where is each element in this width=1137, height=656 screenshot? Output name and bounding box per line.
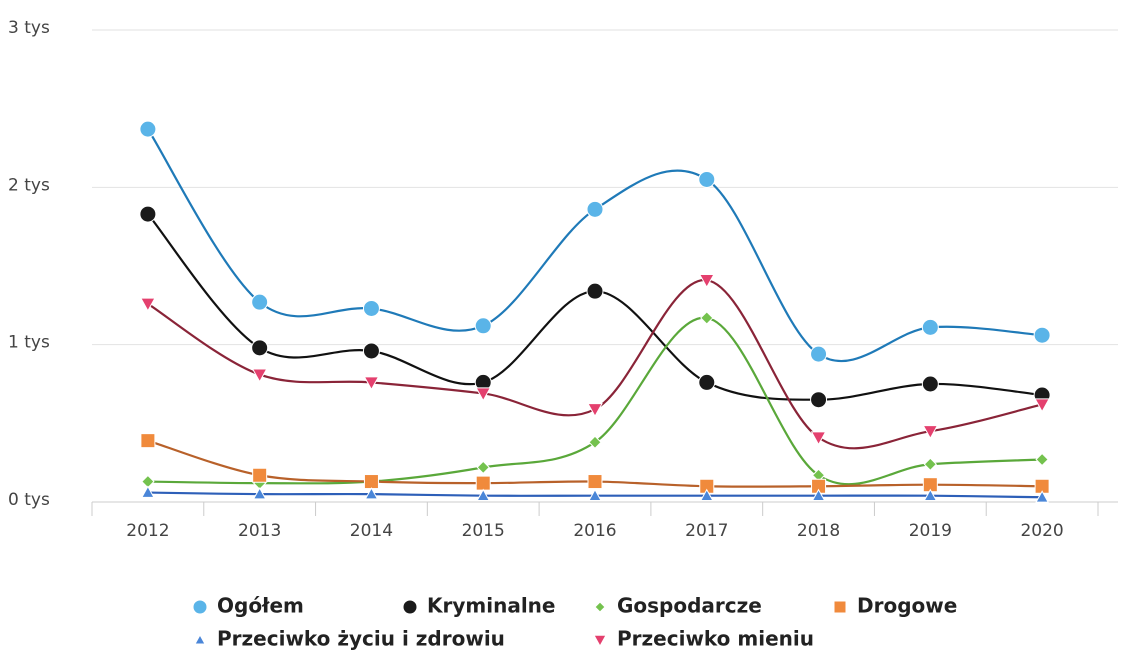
data-point <box>698 373 716 391</box>
data-point <box>363 376 380 391</box>
data-point <box>698 170 716 188</box>
series-line <box>146 128 1043 363</box>
x-tick-label: 2014 <box>350 521 393 541</box>
legend-marker <box>833 600 847 614</box>
legend-label: Przeciwko życiu i zdrowiu <box>217 627 505 651</box>
data-point <box>251 339 269 357</box>
legend-marker <box>402 599 418 615</box>
series-line <box>147 279 1043 450</box>
x-tick-label: 2013 <box>238 521 281 541</box>
legend-marker <box>192 599 208 615</box>
data-point <box>363 474 379 490</box>
y-tick-label: 3 tys <box>8 18 50 38</box>
legend-label: Drogowe <box>857 594 957 618</box>
x-tick-label: 2018 <box>797 521 840 541</box>
data-point <box>251 293 269 311</box>
x-tick-label: 2015 <box>462 521 505 541</box>
data-point <box>588 435 602 449</box>
series-line <box>147 316 1043 486</box>
data-point <box>811 488 826 502</box>
data-point <box>1034 398 1050 413</box>
data-point <box>252 467 268 483</box>
data-point <box>475 387 492 402</box>
legend-marker <box>594 601 606 613</box>
data-point <box>251 368 268 383</box>
data-point <box>140 433 156 449</box>
data-point <box>1035 452 1049 467</box>
data-point <box>476 460 490 475</box>
legend-label: Przeciwko mieniu <box>617 627 814 651</box>
data-point <box>586 282 604 300</box>
legend-label: Kryminalne <box>427 594 556 618</box>
legend-marker <box>593 634 607 648</box>
data-point <box>364 487 379 500</box>
y-tick-label: 0 tys <box>8 490 50 510</box>
legend-label: Ogółem <box>217 594 304 618</box>
data-point <box>139 120 157 138</box>
data-point <box>362 342 380 360</box>
data-point <box>698 274 715 289</box>
data-point <box>586 200 604 218</box>
data-point <box>810 391 828 409</box>
data-point <box>923 457 938 471</box>
x-tick-label: 2020 <box>1020 521 1063 541</box>
data-point <box>921 375 939 393</box>
data-point <box>476 488 491 502</box>
x-tick-label: 2019 <box>909 521 952 541</box>
data-point <box>587 474 603 490</box>
data-point <box>922 425 939 440</box>
data-point <box>923 488 938 502</box>
y-tick-label: 1 tys <box>8 333 50 353</box>
data-point <box>588 488 602 502</box>
x-tick-label: 2016 <box>573 521 616 541</box>
x-tick-label: 2012 <box>126 521 169 541</box>
data-point <box>362 299 380 317</box>
data-point <box>139 205 157 223</box>
y-tick-label: 2 tys <box>8 175 50 195</box>
data-point <box>587 403 603 418</box>
data-point <box>699 488 714 502</box>
data-point <box>1033 326 1051 344</box>
data-point <box>475 475 491 491</box>
legend-label: Gospodarcze <box>617 594 762 618</box>
x-tick-label: 2017 <box>685 521 728 541</box>
data-point <box>141 485 155 498</box>
data-point <box>921 318 939 336</box>
data-point <box>810 345 828 363</box>
data-point <box>810 431 827 446</box>
data-point <box>252 487 267 500</box>
legend-marker <box>194 633 206 645</box>
series-line <box>147 213 1043 401</box>
data-point <box>1035 490 1049 503</box>
data-point <box>700 311 714 325</box>
data-point <box>140 297 156 312</box>
data-point <box>474 317 492 335</box>
